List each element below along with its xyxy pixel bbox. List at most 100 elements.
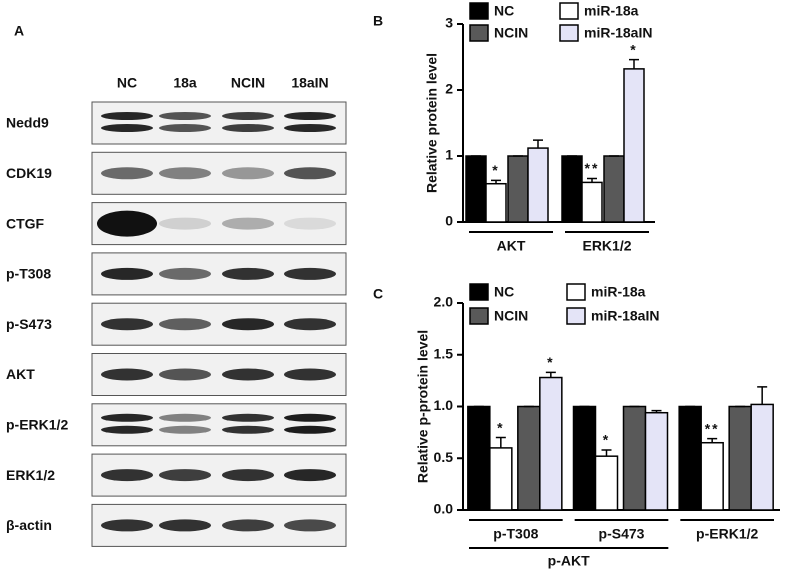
legend-swatch: [469, 24, 489, 42]
significance: *: [492, 162, 499, 178]
x-tick-label: p-ERK1/2: [696, 526, 758, 542]
band: [159, 318, 211, 331]
band: [159, 112, 211, 120]
error-bar: [707, 437, 718, 443]
legend-label: miR-18a: [584, 3, 639, 19]
error-bar: [545, 371, 556, 378]
row-label: Nedd9: [6, 115, 49, 131]
bar: [644, 411, 669, 511]
bar: [700, 441, 724, 511]
band: [284, 318, 336, 331]
x-tick-label: ERK1/2: [582, 238, 631, 254]
legend-label: miR-18a: [591, 284, 646, 300]
y-tick-label: 2: [445, 81, 453, 97]
row-label: CTGF: [6, 215, 45, 231]
lane-label: 18a: [173, 75, 197, 91]
legend-label: NC: [494, 284, 514, 300]
significance: *: [603, 432, 610, 448]
bar: [728, 405, 752, 511]
band: [101, 469, 153, 482]
blot-strip: [91, 101, 347, 145]
error-bar: [629, 58, 639, 69]
y-axis-label: Relative protein level: [424, 53, 440, 193]
band: [222, 318, 274, 331]
band: [222, 124, 274, 132]
band: [284, 469, 336, 482]
panel-label: C: [373, 286, 383, 302]
y-tick-label: 3: [445, 15, 453, 31]
bar: [485, 182, 507, 223]
band: [222, 217, 274, 230]
legend-label: miR-18aIN: [584, 25, 652, 41]
band: [222, 425, 274, 434]
y-tick-label: 1.0: [434, 397, 454, 413]
bar: [507, 155, 529, 223]
band: [101, 318, 153, 331]
band: [284, 425, 336, 434]
lane-label: NC: [117, 75, 137, 91]
x-tick-label: AKT: [497, 238, 526, 254]
legend-swatch: [469, 283, 489, 301]
row-label: CDK19: [6, 165, 52, 181]
row-label: p-T308: [6, 266, 51, 282]
band: [284, 519, 336, 532]
row-label: ERK1/2: [6, 467, 55, 483]
band: [159, 469, 211, 482]
bar: [561, 155, 583, 223]
band: [101, 267, 153, 280]
error-bar: [491, 179, 501, 184]
error-bar: [587, 177, 597, 183]
bar: [572, 405, 597, 511]
band: [159, 267, 211, 280]
y-tick-label: 1: [445, 147, 453, 163]
bar: [527, 147, 549, 223]
band: [159, 519, 211, 532]
row-label: β-actin: [6, 517, 52, 533]
significance: *: [497, 419, 504, 435]
error-bar: [651, 409, 662, 413]
row-label: AKT: [6, 366, 35, 382]
significance: *: [547, 354, 554, 370]
error-bar: [495, 436, 506, 448]
legend-swatch: [559, 24, 579, 42]
y-tick-label: 0: [445, 213, 453, 229]
bar: [622, 405, 647, 511]
legend-label: NCIN: [494, 25, 528, 41]
row-label: p-S473: [6, 316, 52, 332]
bar: [678, 405, 702, 511]
error-bar: [533, 139, 543, 149]
band: [284, 368, 336, 381]
panel-label: B: [373, 13, 383, 29]
bar: [623, 68, 645, 223]
band: [159, 124, 211, 132]
band: [159, 413, 211, 422]
y-axis-label: Relative p-protein level: [415, 330, 431, 483]
band: [284, 167, 336, 180]
bar: [467, 405, 491, 511]
band: [222, 368, 274, 381]
band: [284, 267, 336, 280]
blot-strip: [91, 403, 347, 447]
legend-label: NCIN: [494, 308, 528, 324]
band: [159, 425, 211, 434]
band: [159, 368, 211, 381]
band: [222, 413, 274, 422]
bar: [594, 455, 619, 511]
band: [159, 167, 211, 180]
panel-label: A: [14, 23, 24, 39]
band: [284, 217, 336, 230]
bar: [603, 155, 625, 223]
band: [284, 124, 336, 132]
band: [97, 210, 157, 237]
significance: **: [705, 420, 720, 436]
y-tick-label: 0.5: [434, 449, 454, 465]
y-tick-label: 1.5: [434, 345, 454, 361]
y-tick-label: 0.0: [434, 501, 454, 517]
bar: [750, 403, 774, 511]
band: [101, 112, 153, 120]
bar: [581, 181, 603, 223]
legend-swatch: [469, 2, 489, 20]
legend-swatch: [559, 2, 579, 20]
bar: [465, 155, 487, 223]
band: [101, 368, 153, 381]
